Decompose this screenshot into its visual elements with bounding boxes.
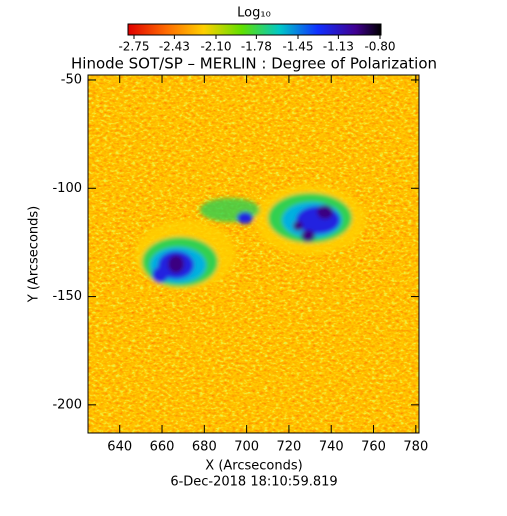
x-tick-label: 740: [319, 440, 344, 455]
colorbar-label: Log₁₀: [237, 6, 271, 21]
colorbar-tick-label: -0.80: [364, 40, 395, 54]
x-tick-label: 700: [234, 440, 259, 455]
x-tick-label: 680: [192, 440, 217, 455]
colorbar-tick-label: -2.75: [118, 40, 149, 54]
x-axis-label: X (Arcseconds): [205, 459, 302, 474]
colorbar-tick-label: -2.43: [159, 40, 190, 54]
heatmap: [88, 75, 419, 433]
x-tick-label: 640: [107, 440, 132, 455]
colorbar-tick-label: -2.10: [200, 40, 231, 54]
x-tick-label: 760: [361, 440, 386, 455]
y-axis-label: Y (Arcseconds): [27, 206, 42, 303]
x-tick-label: 780: [403, 440, 428, 455]
colorbar: [127, 23, 382, 36]
x-tick-label: 660: [150, 440, 175, 455]
colorbar-tick-label: -1.13: [323, 40, 354, 54]
plot-frame: [87, 74, 420, 434]
x-tick-label: 720: [277, 440, 302, 455]
colorbar-tick-label: -1.45: [282, 40, 313, 54]
y-tick-label: -100: [52, 181, 82, 196]
y-tick-label: -50: [61, 72, 82, 87]
colorbar-tick-label: -1.78: [241, 40, 272, 54]
y-tick-label: -200: [52, 397, 82, 412]
chart-title: Hinode SOT/SP – MERLIN : Degree of Polar…: [71, 55, 437, 73]
footer: 6-Dec-2018 18:10:59.819: [170, 475, 337, 490]
y-tick-label: -150: [52, 289, 82, 304]
